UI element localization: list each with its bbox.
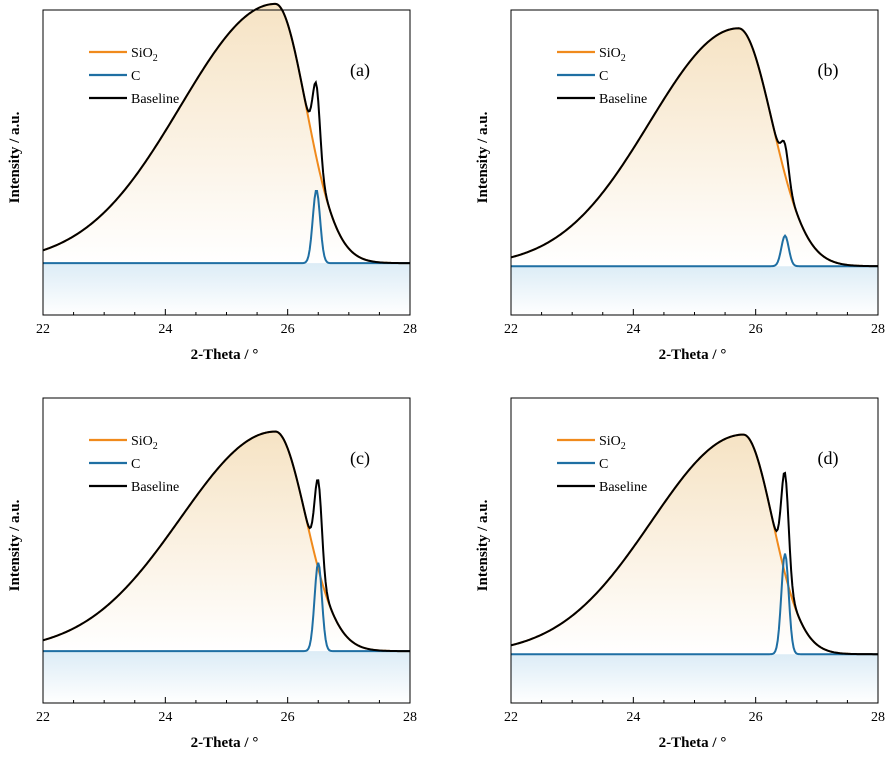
c-fill-area: [511, 654, 878, 703]
legend-entry: C: [131, 457, 140, 472]
legend-entry: Baseline: [599, 480, 647, 495]
x-axis-label: 2-Theta / °: [659, 735, 727, 751]
legend-entry: SiO2: [599, 434, 626, 452]
x-tick-label: 26: [749, 322, 763, 337]
x-tick-label: 22: [504, 710, 518, 725]
panel-label: (b): [818, 60, 839, 81]
c-curve: [511, 553, 878, 656]
baseline-curve: [42, 2, 410, 265]
x-tick-label: 24: [158, 710, 172, 725]
baseline-curve: [510, 27, 879, 268]
legend-subscript: 2: [153, 441, 158, 452]
x-tick-label: 28: [403, 710, 417, 725]
x-tick-label: 22: [36, 322, 50, 337]
x-tick-label: 22: [504, 322, 518, 337]
legend-entry: Baseline: [131, 480, 179, 495]
x-tick-label: 22: [36, 710, 50, 725]
baseline-curve: [510, 433, 878, 656]
x-axis-label: 2-Theta / °: [191, 735, 259, 751]
legend-entry: SiO2: [131, 434, 158, 452]
c-curve: [43, 562, 410, 653]
chart-panel-b: 22 24 26 28 2-Theta / ° Intensity / a.u. (b) Si…: [475, 9, 885, 363]
c-fill-area: [511, 266, 878, 315]
c-curve: [511, 234, 878, 268]
legend-entry: C: [599, 457, 608, 472]
sio2-fill-area: [43, 431, 410, 652]
x-axis-label: 2-Theta / °: [191, 347, 259, 363]
sio2-fill-area: [511, 28, 878, 267]
panel-label: (a): [350, 60, 370, 81]
y-axis-label: Intensity / a.u.: [475, 111, 491, 203]
x-tick-label: 28: [871, 710, 885, 725]
x-tick-label: 28: [871, 322, 885, 337]
chart-panel-a: 22 24 26 28 2-Theta / ° Intensity / a.u. (a) Si…: [7, 2, 417, 363]
c-fill-area: [43, 263, 410, 315]
y-axis-label: Intensity / a.u.: [7, 111, 23, 203]
x-axis-label: 2-Theta / °: [659, 347, 727, 363]
panel-label: (c): [350, 448, 370, 469]
x-tick-label: 28: [403, 322, 417, 337]
legend-subscript: 2: [153, 53, 158, 64]
baseline-curve: [42, 430, 411, 653]
y-axis-label: Intensity / a.u.: [7, 499, 23, 591]
x-tick-label: 24: [626, 322, 640, 337]
legend-entry: Baseline: [131, 92, 179, 107]
chart-panel-c: 22 24 26 28 2-Theta / ° Intensity / a.u. (c) Si…: [7, 397, 417, 751]
legend-entry: SiO2: [131, 46, 158, 64]
x-tick-label: 26: [281, 710, 295, 725]
x-tick-label: 26: [281, 322, 295, 337]
legend-subscript: 2: [621, 441, 626, 452]
x-tick-label: 24: [158, 322, 172, 337]
legend-subscript: 2: [621, 53, 626, 64]
x-tick-label: 24: [626, 710, 640, 725]
legend-entry: Baseline: [599, 92, 647, 107]
y-axis-label: Intensity / a.u.: [475, 499, 491, 591]
panel-label: (d): [818, 448, 839, 469]
chart-panel-d: 22 24 26 28 2-Theta / ° Intensity / a.u. (d) Si…: [475, 397, 885, 751]
legend-entry: C: [599, 69, 608, 84]
c-fill-area: [43, 651, 410, 703]
c-curve: [43, 189, 410, 265]
sio2-fill-area: [511, 434, 878, 655]
x-tick-label: 26: [749, 710, 763, 725]
legend-entry: SiO2: [599, 46, 626, 64]
legend-entry: C: [131, 69, 140, 84]
sio2-fill-area: [43, 3, 410, 264]
